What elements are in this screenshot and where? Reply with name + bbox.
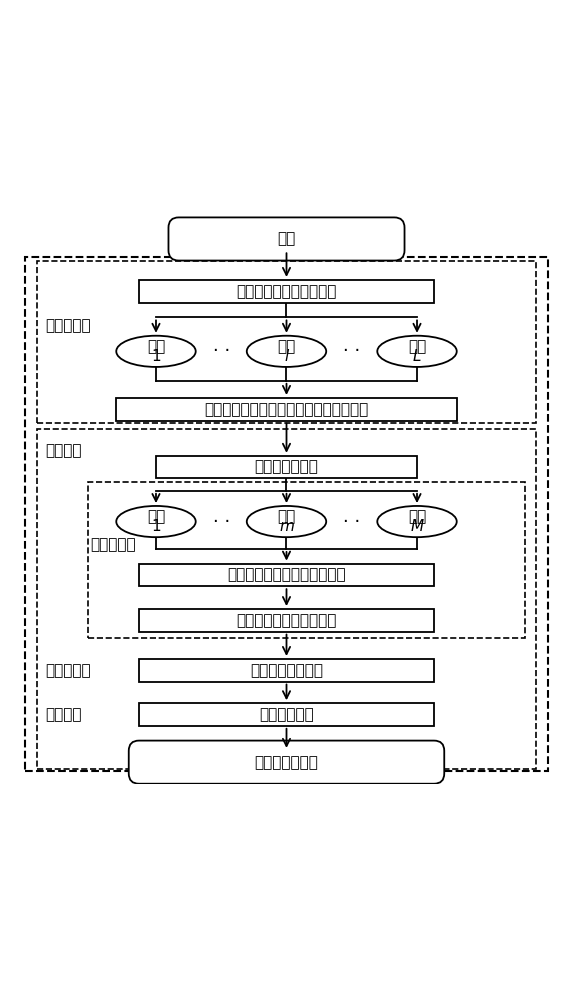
Text: 开始: 开始	[277, 231, 296, 246]
Bar	[139, 609, 434, 632]
Bar	[37, 261, 536, 423]
Text: 确定各目标的置信度评估系数: 确定各目标的置信度评估系数	[227, 567, 346, 582]
Text: · ·: · ·	[213, 513, 230, 531]
Text: L: L	[413, 349, 421, 364]
Text: 1: 1	[151, 519, 161, 534]
Text: 多目标优化: 多目标优化	[45, 318, 91, 333]
Ellipse shape	[116, 336, 196, 367]
Bar	[37, 429, 536, 769]
Text: M: M	[410, 519, 423, 534]
Text: 目标: 目标	[277, 509, 296, 524]
Bar	[88, 482, 525, 638]
Text: m: m	[279, 519, 294, 534]
Text: · ·: · ·	[343, 342, 360, 360]
FancyBboxPatch shape	[168, 217, 405, 261]
Text: 1: 1	[151, 349, 161, 364]
Bar	[156, 456, 417, 478]
Text: 效用评估: 效用评估	[45, 707, 82, 722]
Bar	[139, 703, 434, 726]
Text: 多属性分析: 多属性分析	[91, 537, 136, 552]
Text: 决策证据（置信度评估）: 决策证据（置信度评估）	[236, 613, 337, 628]
FancyBboxPatch shape	[129, 741, 444, 784]
Text: 证据理论: 证据理论	[45, 443, 82, 458]
Ellipse shape	[247, 506, 326, 537]
Text: 综合评估候选解: 综合评估候选解	[254, 460, 319, 475]
Ellipse shape	[116, 506, 196, 537]
Ellipse shape	[247, 336, 326, 367]
Text: 目标: 目标	[408, 509, 426, 524]
Text: 多目标优化得到帕累托解集（候选解集）: 多目标优化得到帕累托解集（候选解集）	[205, 402, 368, 417]
Bar	[139, 659, 434, 682]
Text: · ·: · ·	[343, 513, 360, 531]
Text: 证据推理综合评估: 证据推理综合评估	[250, 663, 323, 678]
Ellipse shape	[377, 336, 457, 367]
Text: 目标: 目标	[147, 509, 165, 524]
Bar	[139, 564, 434, 586]
Ellipse shape	[377, 506, 457, 537]
Text: 目标: 目标	[147, 339, 165, 354]
Text: 多证据推理: 多证据推理	[45, 663, 91, 678]
Text: 优先度分析选择重要目标: 优先度分析选择重要目标	[236, 284, 337, 299]
Text: 确定最终调度解: 确定最终调度解	[254, 755, 319, 770]
Text: 目标: 目标	[408, 339, 426, 354]
Bar	[116, 398, 457, 421]
Text: l: l	[284, 349, 289, 364]
Text: 目标: 目标	[277, 339, 296, 354]
Bar	[139, 280, 434, 303]
Text: 效用函数分析: 效用函数分析	[259, 707, 314, 722]
Text: · ·: · ·	[213, 342, 230, 360]
